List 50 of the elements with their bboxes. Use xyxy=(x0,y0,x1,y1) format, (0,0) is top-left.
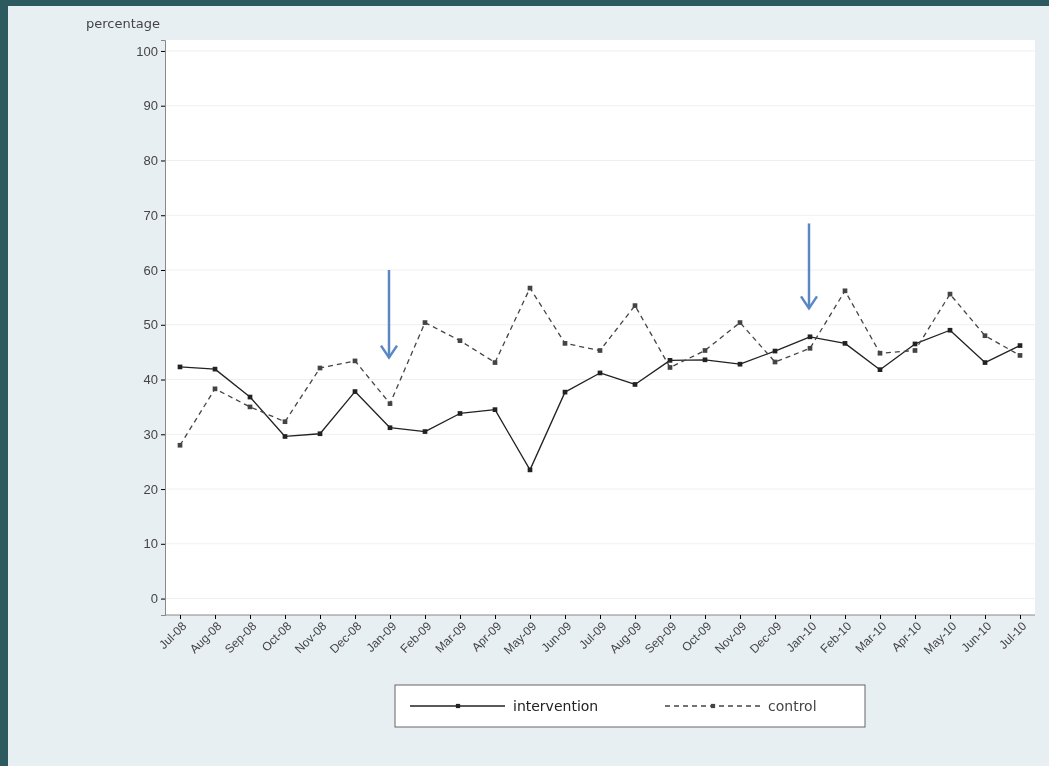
point xyxy=(387,401,393,406)
point xyxy=(282,419,288,425)
y-tick-label: 20 xyxy=(143,481,158,497)
y-tick-label: 0 xyxy=(150,591,158,607)
y-tick-label: 80 xyxy=(143,153,158,169)
y-tick-label: 50 xyxy=(143,317,158,333)
point xyxy=(877,367,883,373)
point xyxy=(807,345,813,351)
point xyxy=(457,338,463,343)
text: intervention xyxy=(513,698,599,714)
point xyxy=(737,320,743,325)
y-tick-label: 100 xyxy=(136,43,158,59)
point xyxy=(842,288,848,294)
y-tick-label: 90 xyxy=(143,98,158,114)
point xyxy=(632,303,638,308)
point xyxy=(1017,353,1023,358)
point xyxy=(177,442,183,448)
point xyxy=(632,382,638,387)
point xyxy=(422,429,428,434)
point xyxy=(667,365,673,370)
point xyxy=(702,357,708,363)
y-tick-label: 70 xyxy=(143,207,158,223)
y-tick-label: 40 xyxy=(143,372,158,388)
point xyxy=(947,327,953,333)
point xyxy=(842,341,848,346)
point xyxy=(387,425,393,431)
point xyxy=(1017,343,1023,348)
point xyxy=(317,431,323,437)
point xyxy=(212,386,218,392)
point xyxy=(702,348,708,353)
point xyxy=(667,358,673,363)
text: control xyxy=(768,698,817,714)
point xyxy=(352,389,358,394)
point xyxy=(877,350,883,356)
y-tick-label: 30 xyxy=(143,426,158,442)
point xyxy=(562,341,568,346)
y-axis-title: percentage xyxy=(85,16,160,31)
y-tick-label: 10 xyxy=(143,536,158,552)
point xyxy=(282,434,288,439)
point xyxy=(597,348,603,353)
point xyxy=(807,334,813,340)
point xyxy=(492,407,498,412)
point xyxy=(422,320,428,325)
point xyxy=(737,361,743,367)
point xyxy=(457,411,463,416)
point xyxy=(492,360,498,365)
y-tick-label: 60 xyxy=(143,262,158,278)
point xyxy=(982,333,988,339)
point xyxy=(912,348,918,353)
point xyxy=(982,360,988,365)
